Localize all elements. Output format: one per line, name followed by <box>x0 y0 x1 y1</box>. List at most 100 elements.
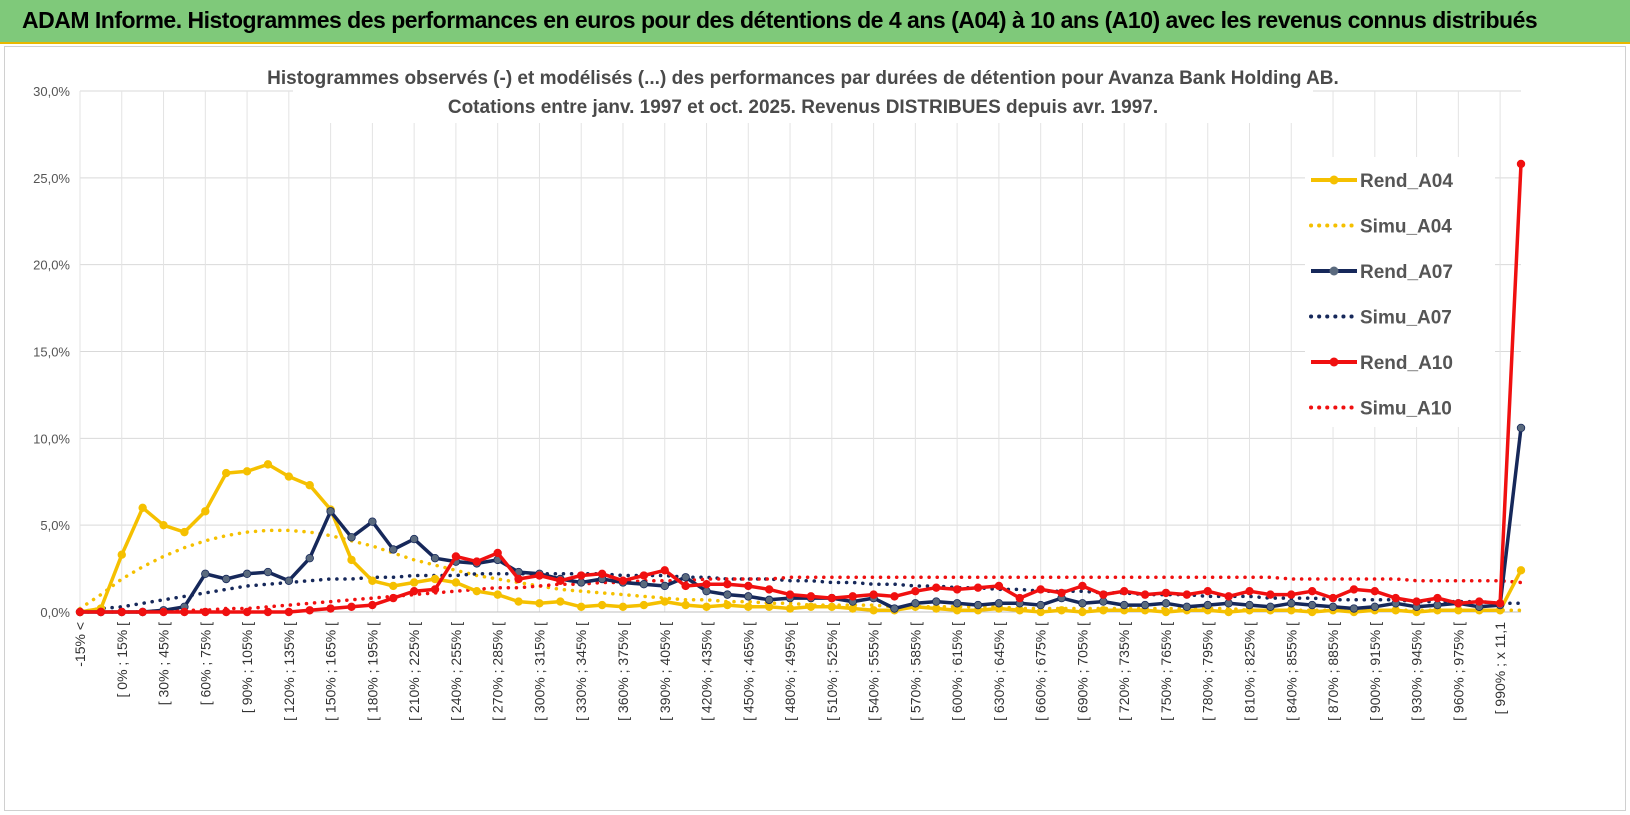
data-point <box>660 597 669 606</box>
y-tick-label: 5,0% <box>40 518 70 533</box>
data-point <box>1140 590 1150 599</box>
data-point <box>451 552 461 561</box>
data-point <box>1328 602 1338 611</box>
data-point <box>681 573 690 582</box>
legend-item-rend_a04: Rend_A04 <box>1311 171 1453 192</box>
data-point <box>305 481 314 490</box>
legend-marker <box>1329 175 1339 185</box>
data-point <box>284 607 294 617</box>
x-tick-label: [ 150% ; 165% [ <box>323 622 339 721</box>
data-point <box>681 600 690 610</box>
data-point <box>848 604 857 613</box>
data-point <box>1182 602 1192 611</box>
x-tick-label: [ 780% ; 795% [ <box>1200 622 1216 721</box>
data-point <box>201 607 210 617</box>
data-point <box>1099 606 1108 615</box>
data-point <box>744 602 753 611</box>
y-tick-label: 15,0% <box>33 345 70 360</box>
legend-label: Rend_A07 <box>1360 262 1453 283</box>
data-point <box>1120 600 1129 610</box>
x-tick-label: [ 450% ; 465% [ <box>740 622 756 721</box>
data-point <box>493 548 502 558</box>
data-point <box>409 578 419 587</box>
data-point <box>326 604 335 613</box>
legend-label: Simu_A04 <box>1360 217 1452 238</box>
data-point <box>1516 159 1526 169</box>
data-point <box>556 576 565 585</box>
data-point <box>368 576 377 585</box>
data-point <box>952 606 962 615</box>
data-point <box>785 590 795 599</box>
data-point <box>389 593 398 603</box>
data-point <box>639 600 649 610</box>
data-point <box>848 592 857 601</box>
data-point <box>1287 590 1296 599</box>
x-tick-label: [ 840% ; 855% [ <box>1283 622 1299 721</box>
data-point <box>430 585 440 594</box>
data-point <box>911 586 920 596</box>
data-point <box>744 581 753 591</box>
data-point <box>535 599 544 608</box>
series-line <box>78 572 1523 614</box>
x-tick-label: [ 900% ; 915% [ <box>1367 622 1383 721</box>
x-tick-label: [ 660% ; 675% [ <box>1033 622 1049 721</box>
data-point <box>973 583 983 592</box>
data-point <box>117 550 126 559</box>
data-point <box>493 590 502 599</box>
data-point <box>263 567 273 577</box>
data-point <box>221 574 231 584</box>
data-point <box>952 599 962 608</box>
data-point <box>1078 607 1087 617</box>
header-banner: ADAM Informe. Histogrammes des performan… <box>0 0 1630 44</box>
x-axis-ticks: -15% < [ 0% ; 15% [[ 30% ; 45% [[ 60% ; 7… <box>72 622 1508 721</box>
data-point <box>159 607 168 617</box>
x-tick-label: [ 390% ; 405% [ <box>657 622 673 721</box>
data-point <box>806 602 816 611</box>
y-tick-label: 20,0% <box>33 258 70 273</box>
legend-label: Simu_A10 <box>1360 399 1452 420</box>
x-tick-label: [ 510% ; 525% [ <box>824 622 840 721</box>
data-point <box>159 520 168 530</box>
data-point <box>577 571 586 580</box>
data-point <box>1433 593 1442 603</box>
data-point <box>764 585 774 594</box>
data-point <box>472 557 481 566</box>
data-point <box>1036 600 1045 610</box>
data-point <box>1391 606 1400 615</box>
data-point <box>1182 590 1192 599</box>
data-point <box>347 555 356 565</box>
data-point <box>326 507 335 516</box>
y-tick-label: 25,0% <box>33 171 70 186</box>
data-point <box>869 590 878 599</box>
data-point <box>514 574 523 584</box>
legend-marker <box>1329 266 1339 276</box>
x-tick-label: [ 300% ; 315% [ <box>531 622 547 721</box>
data-point <box>1516 423 1526 433</box>
data-point <box>201 569 210 578</box>
data-point <box>994 581 1004 591</box>
data-point <box>911 599 920 608</box>
series-layer <box>75 159 1526 617</box>
x-tick-label: [ 570% ; 585% [ <box>907 622 923 721</box>
data-point <box>1307 600 1317 610</box>
chart-title-line1: Histogrammes observés (-) et modélisés (… <box>267 68 1339 89</box>
data-point <box>1412 597 1421 606</box>
data-point <box>1140 600 1150 610</box>
data-point <box>1057 606 1066 615</box>
x-tick-label: [ 870% ; 885% [ <box>1325 622 1341 721</box>
data-point <box>764 595 774 605</box>
data-point <box>389 581 398 591</box>
data-point <box>138 503 147 512</box>
x-tick-label: [ 750% ; 765% [ <box>1158 622 1174 721</box>
x-tick-label: [ 690% ; 705% [ <box>1074 622 1090 721</box>
data-point <box>1516 566 1526 575</box>
data-point <box>180 527 189 537</box>
title-background <box>293 61 1313 123</box>
data-point <box>1454 599 1463 608</box>
data-point <box>263 607 273 617</box>
data-point <box>347 533 356 542</box>
data-point <box>1078 599 1087 608</box>
data-point <box>1036 585 1045 594</box>
data-point <box>1266 590 1275 599</box>
x-tick-label: [ 600% ; 615% [ <box>949 622 965 721</box>
